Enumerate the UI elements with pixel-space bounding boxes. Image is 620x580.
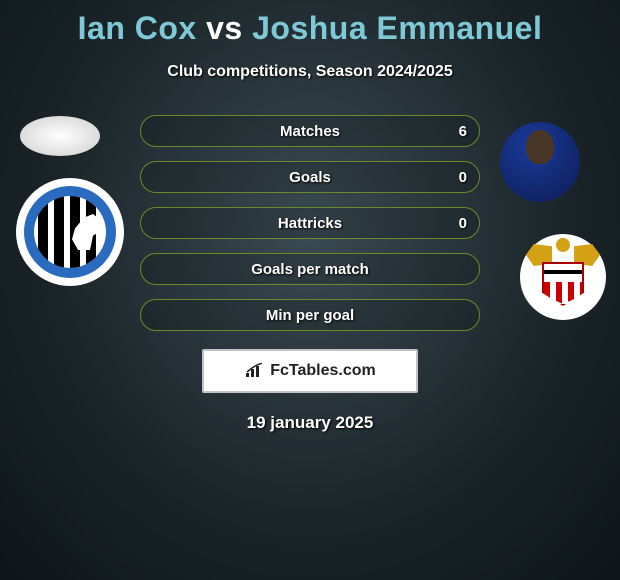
branding-badge: FcTables.com <box>202 349 418 393</box>
player2-avatar <box>500 122 580 202</box>
vs-text: vs <box>206 10 243 46</box>
snapshot-date: 19 january 2025 <box>247 413 374 433</box>
stat-row-goals: Goals 0 <box>140 161 480 193</box>
player1-name: Ian Cox <box>78 10 197 46</box>
chart-icon <box>244 363 264 379</box>
stat-label: Goals per match <box>251 261 369 278</box>
stat-row-goals-per-match: Goals per match <box>140 253 480 285</box>
stat-label: Hattricks <box>278 215 342 232</box>
stat-label: Matches <box>280 123 340 140</box>
stat-row-matches: Matches 6 <box>140 115 480 147</box>
stat-label: Min per goal <box>266 307 354 324</box>
player2-name: Joshua Emmanuel <box>252 10 542 46</box>
stats-panel: Matches 6 Goals 0 Hattricks 0 Goals per … <box>140 115 480 331</box>
stat-right-value: 0 <box>459 215 467 232</box>
season-subtitle: Club competitions, Season 2024/2025 <box>167 63 452 81</box>
stat-label: Goals <box>289 169 331 186</box>
shield-icon <box>542 262 584 306</box>
stat-right-value: 6 <box>459 123 467 140</box>
player1-avatar <box>20 116 100 156</box>
stat-row-min-per-goal: Min per goal <box>140 299 480 331</box>
ball-icon <box>556 238 570 252</box>
stat-right-value: 0 <box>459 169 467 186</box>
branding-text: FcTables.com <box>270 362 376 380</box>
player1-club-crest <box>16 178 124 286</box>
comparison-title: Ian Cox vs Joshua Emmanuel <box>78 10 543 47</box>
stat-row-hattricks: Hattricks 0 <box>140 207 480 239</box>
player2-club-crest <box>520 234 606 320</box>
player2-face <box>526 130 554 164</box>
